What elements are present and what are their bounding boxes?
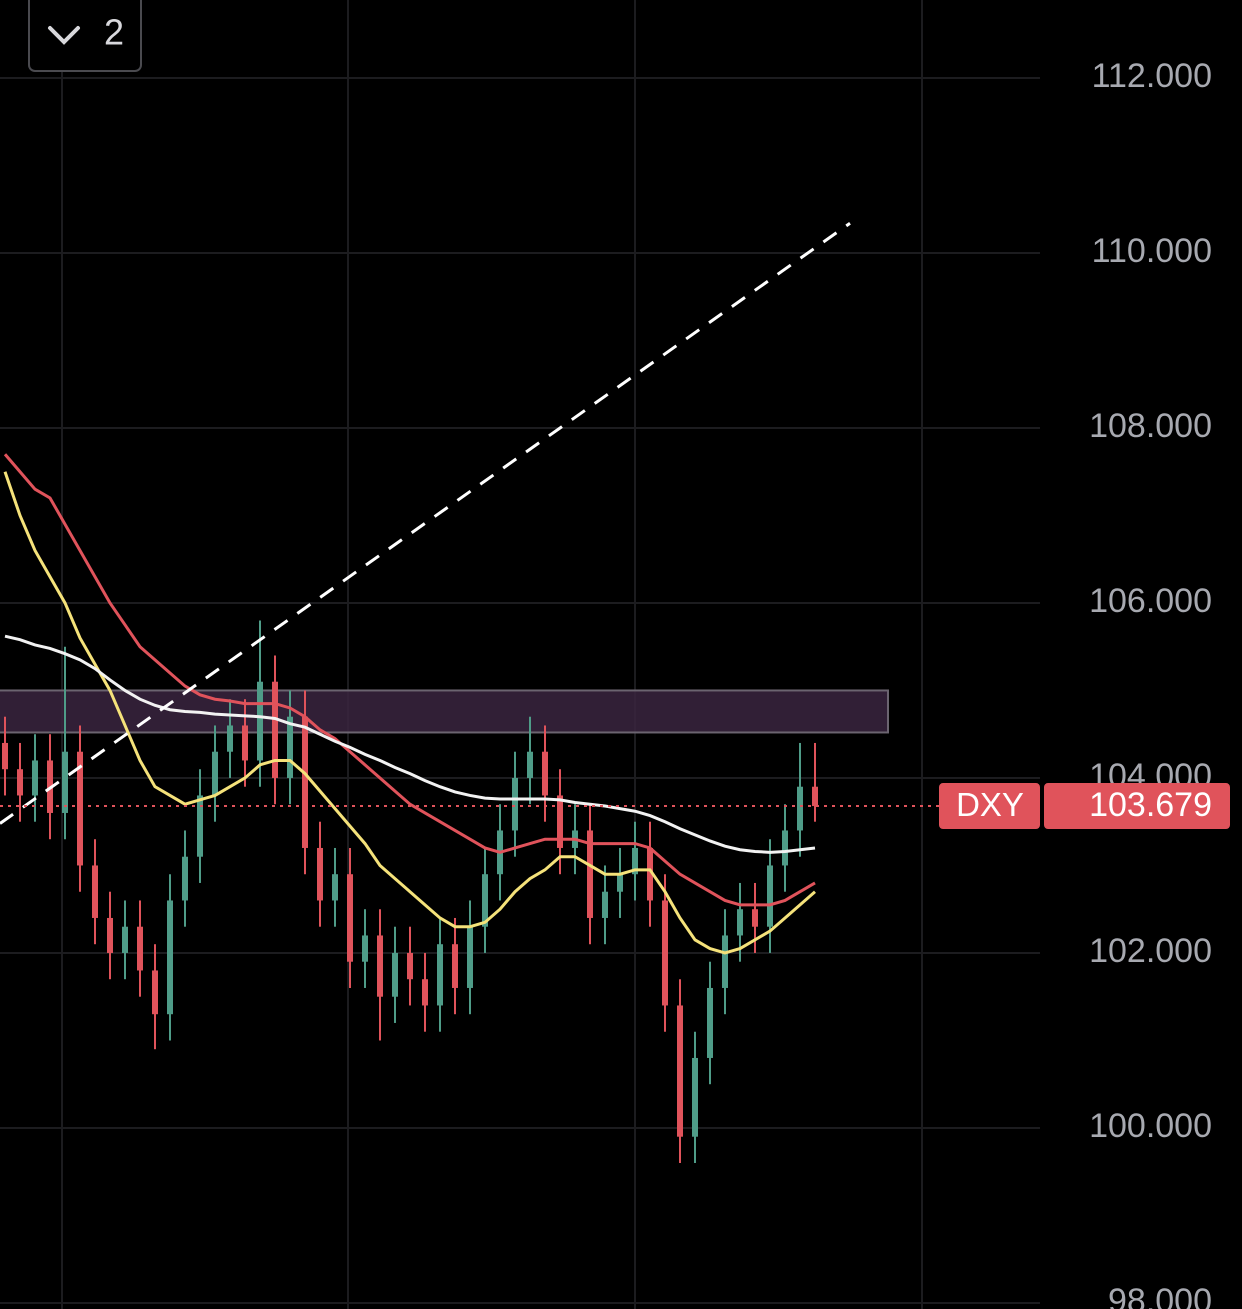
candle-body [197,795,203,857]
candle-body [797,786,803,831]
candle-body [167,900,173,1015]
candle-body [737,909,743,936]
candle-body [122,926,128,953]
candle-body [602,891,608,918]
candle-body [527,751,533,778]
candle-body [92,865,98,918]
candle-body [437,944,443,1006]
candle-body [332,874,338,901]
moving-average-line [3,453,816,907]
candle-body [32,760,38,796]
candle-body [692,1057,698,1137]
plot [0,221,940,1163]
candle-body [287,716,293,778]
candle-body [317,847,323,901]
y-tick-label: 112.000 [1092,57,1212,95]
y-tick-label: 110.000 [1092,232,1212,270]
candle-body [782,830,788,866]
candle-body [17,769,23,796]
candle-body [632,847,638,875]
legend-toggle[interactable]: 2 [28,0,142,72]
candle-body [302,716,308,848]
candle-body [77,751,83,866]
candle-body [152,970,158,1015]
y-tick-label: 102.000 [1089,932,1212,970]
candle-body [707,987,713,1058]
candle-body [452,944,458,988]
candle-body [662,900,668,1006]
candle-body [182,856,188,901]
y-tick-label: 108.000 [1089,407,1212,445]
last-price-badge [1044,783,1230,830]
candle-body [617,874,623,892]
moving-average-line [3,471,816,955]
candle-body [752,909,758,927]
candle-body [2,742,8,770]
price-axis: 98.000100.000102.000104.000106.000108.00… [939,57,1230,1309]
candle-body [422,979,428,1006]
candle-body [407,952,413,980]
symbol-label: DXY [956,786,1024,823]
candle-body [647,847,653,901]
candle-body [362,935,368,962]
trend-line [0,221,851,825]
candle-body [677,1005,683,1137]
candle-body [62,751,68,813]
candle-body [377,935,383,997]
candle-body [107,917,113,953]
candle-body [392,952,398,997]
candle-body [587,830,593,918]
moving-average-line [4,634,816,854]
candle-body [272,681,278,778]
chevron-icon [48,26,80,45]
candle-body [227,725,233,752]
candle-body [347,874,353,962]
symbol-badge [939,783,1040,830]
time-grid [61,0,923,1309]
last-price-label: 103.679 [1089,786,1212,824]
candle-body [467,926,473,988]
candle-body [767,865,773,927]
candle-body [482,874,488,927]
candle-body [137,926,143,971]
y-tick-label: 100.000 [1089,1107,1212,1145]
y-tick-label: 106.000 [1089,582,1212,620]
candle-body [722,935,728,988]
candle-body [512,777,518,831]
candle-body [542,751,548,796]
candle-body [212,751,218,796]
candle-body [257,681,263,761]
grid [0,76,1040,1304]
legend-toggle-button[interactable] [28,0,142,72]
y-tick-label: 98.000 [1108,1282,1212,1309]
resistance-zone [0,689,889,734]
candle-body [242,725,248,761]
candle-body [557,795,563,848]
candle-body [812,786,818,807]
collapse-count: 2 [104,12,124,53]
